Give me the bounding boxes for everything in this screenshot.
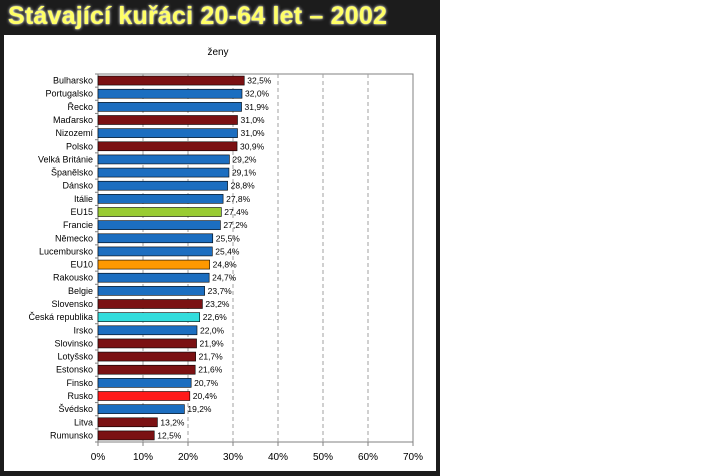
bar (97, 312, 200, 322)
value-label: 27,4% (224, 207, 249, 217)
bar (97, 233, 214, 244)
bar (97, 128, 238, 138)
category-label: Estonsko (56, 365, 93, 375)
bar (97, 141, 238, 152)
bar (97, 391, 191, 401)
bar (97, 115, 238, 125)
value-label: 20,7% (194, 378, 219, 388)
category-label: Česká republika (28, 312, 93, 322)
bar (97, 286, 205, 296)
value-label: 28,8% (231, 181, 256, 191)
value-label: 21,6% (198, 365, 223, 375)
value-label: 19,2% (187, 404, 212, 414)
category-label: Řecko (67, 102, 93, 112)
category-label: Finsko (66, 378, 93, 388)
bar (97, 75, 245, 86)
chart-panel: ženy 0% 10% 20% 30% 40% 50% 60% 70% Bulharsko 32,… (4, 35, 436, 471)
bar (97, 272, 210, 283)
value-label: 23,7% (208, 286, 233, 296)
bar-chart: ženy 0% 10% 20% 30% 40% 50% 60% 70% Bulharsko 32,… (28, 47, 423, 463)
x-tick-label: 50% (313, 452, 333, 463)
category-label: Španělsko (51, 168, 93, 178)
bar (97, 246, 213, 257)
category-label: Portugalsko (45, 89, 93, 99)
value-label: 31,0% (241, 115, 266, 125)
bar (97, 430, 155, 441)
category-label: Itálie (74, 194, 93, 204)
slide-title: Stávající kuřáci 20-64 let – 2002 (8, 2, 388, 30)
category-label: Rakousko (53, 273, 93, 283)
value-label: 31,9% (245, 102, 270, 112)
category-label: Rumunsko (50, 430, 93, 440)
bar (97, 207, 222, 217)
bar (97, 404, 185, 414)
bar (97, 88, 243, 99)
bar (97, 338, 197, 349)
category-label: Německo (55, 233, 93, 243)
value-label: 25,5% (216, 233, 241, 243)
bar (97, 167, 230, 178)
category-label: EU15 (70, 207, 93, 217)
x-tick-label: 70% (403, 452, 423, 463)
bar (97, 299, 203, 309)
labels-layer: 0% 10% 20% 30% 40% 50% 60% 70% Bulharsko 32,5% Por… (28, 76, 423, 463)
category-label: Nizozemí (55, 128, 93, 138)
category-label: Polsko (66, 141, 93, 151)
bar (97, 102, 242, 112)
value-label: 29,2% (232, 154, 257, 164)
bar (97, 325, 198, 336)
category-label: Maďarsko (53, 115, 93, 125)
category-label: Francie (63, 220, 93, 230)
category-label: Lotyšsko (57, 352, 93, 362)
value-label: 22,0% (200, 325, 225, 335)
value-label: 32,0% (245, 89, 270, 99)
value-label: 22,6% (203, 312, 228, 322)
category-label: Lucembursko (39, 246, 93, 256)
value-label: 23,2% (205, 299, 230, 309)
bar (97, 259, 210, 270)
bar (97, 194, 224, 204)
value-label: 27,2% (223, 220, 248, 230)
value-label: 27,8% (226, 194, 251, 204)
x-tick-label: 60% (358, 452, 378, 463)
category-label: Belgie (68, 286, 93, 296)
value-label: 25,4% (215, 246, 240, 256)
category-label: EU10 (70, 260, 93, 270)
value-label: 12,5% (157, 430, 182, 440)
category-label: Litva (74, 417, 93, 427)
value-label: 13,2% (160, 417, 185, 427)
category-label: Dánsko (62, 181, 93, 191)
value-label: 21,7% (199, 352, 224, 362)
value-label: 24,7% (212, 273, 237, 283)
category-label: Irsko (73, 325, 93, 335)
category-label: Slovinsko (54, 338, 93, 348)
category-label: Švédsko (58, 404, 93, 414)
value-label: 32,5% (247, 76, 272, 86)
bar (97, 180, 228, 191)
value-label: 29,1% (232, 168, 257, 178)
bar (97, 220, 221, 230)
value-label: 24,8% (213, 260, 238, 270)
slide-background: Stávající kuřáci 20-64 let – 2002 ženy 0… (0, 0, 440, 476)
value-label: 21,9% (200, 338, 225, 348)
category-label: Velká Británie (38, 154, 93, 164)
category-label: Slovensko (51, 299, 93, 309)
x-tick-label: 20% (178, 452, 198, 463)
x-tick-label: 30% (223, 452, 243, 463)
bar (97, 417, 158, 428)
bar (97, 378, 192, 388)
value-label: 31,0% (241, 128, 266, 138)
chart-subtitle: ženy (207, 47, 228, 58)
value-label: 30,9% (240, 141, 265, 151)
bar (97, 364, 196, 375)
bar (97, 154, 230, 165)
x-tick-label: 40% (268, 452, 288, 463)
value-label: 20,4% (193, 391, 218, 401)
category-label: Rusko (67, 391, 93, 401)
x-tick-label: 10% (133, 452, 153, 463)
bar (97, 351, 196, 362)
category-label: Bulharsko (53, 76, 93, 86)
x-tick-label: 0% (91, 452, 106, 463)
bars-layer (97, 75, 245, 441)
